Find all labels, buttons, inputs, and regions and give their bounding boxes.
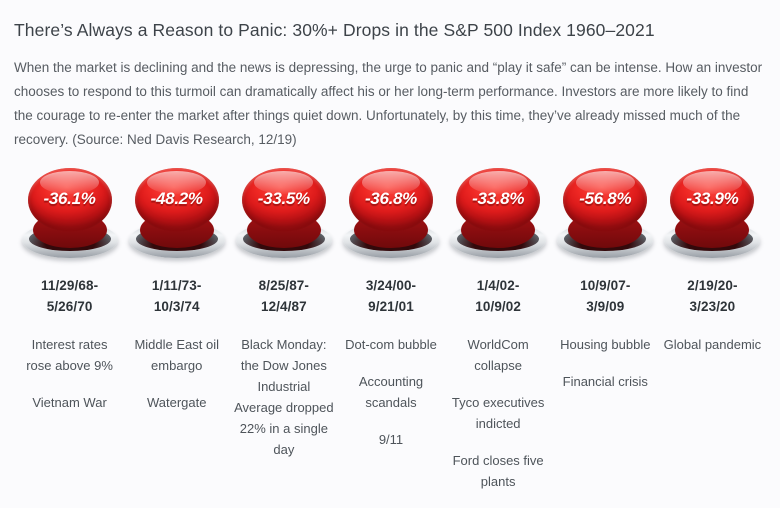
drop-column: -56.8% 10/9/07- 3/9/09 Housing bubble Fi… <box>552 166 659 508</box>
drop-column: -36.1% 11/29/68- 5/26/70 Interest rates … <box>16 166 123 508</box>
date-range: 11/29/68- 5/26/70 <box>41 275 98 317</box>
page-title: There’s Always a Reason to Panic: 30%+ D… <box>14 20 655 40</box>
event-list: Dot-com bubble Accounting scandals 9/11 <box>340 334 441 466</box>
button-cap: -36.1% <box>27 168 112 232</box>
event-item: Middle East oil embargo <box>134 337 219 373</box>
button-cap: -33.8% <box>456 168 541 232</box>
date-line: 5/26/70 <box>46 299 93 314</box>
event-list: Middle East oil embargo Watergate <box>126 334 227 429</box>
drops-row: -36.1% 11/29/68- 5/26/70 Interest rates … <box>14 166 768 508</box>
date-line: 1/4/02- <box>476 278 520 293</box>
date-range: 8/25/87- 12/4/87 <box>259 275 309 317</box>
drop-column: -36.8% 3/24/00- 9/21/01 Dot-com bubble A… <box>337 166 444 508</box>
red-panic-button: -36.8% <box>341 168 441 258</box>
event-item: Tyco executives indicted <box>451 395 545 431</box>
red-panic-button: -36.1% <box>20 168 120 258</box>
drop-percentage: -33.8% <box>472 188 525 208</box>
date-line: 9/21/01 <box>368 299 414 314</box>
button-cap: -56.8% <box>563 168 648 232</box>
button-cap: -33.9% <box>670 168 755 232</box>
event-list: Housing bubble Financial crisis <box>555 334 656 408</box>
intro-paragraph: When the market is declining and the new… <box>14 60 763 147</box>
drop-percentage: -48.2% <box>150 188 203 208</box>
red-panic-button: -48.2% <box>127 168 227 258</box>
event-item: Financial crisis <box>562 374 648 389</box>
date-range: 3/24/00- 9/21/01 <box>366 275 416 317</box>
date-line: 12/4/87 <box>260 299 307 314</box>
drop-column: -33.9% 2/19/20- 3/23/20 Global pandemic <box>659 166 766 508</box>
red-panic-button: -33.5% <box>234 168 334 258</box>
event-item: 9/11 <box>378 432 404 447</box>
date-line: 11/29/68- <box>40 278 99 293</box>
drop-column: -33.5% 8/25/87- 12/4/87 Black Monday: th… <box>230 166 337 508</box>
event-list: Black Monday: the Dow Jones Industrial A… <box>233 334 334 476</box>
date-line: 3/9/09 <box>586 299 625 314</box>
date-line: 10/9/07- <box>580 278 631 293</box>
date-line: 2/19/20- <box>687 278 738 293</box>
date-line: 10/3/74 <box>153 299 200 314</box>
date-range: 1/11/73- 10/3/74 <box>152 275 202 317</box>
date-line: 10/9/02 <box>475 299 521 314</box>
event-item: Interest rates rose above 9% <box>26 337 113 373</box>
red-panic-button: -33.8% <box>448 168 548 258</box>
red-panic-button: -33.9% <box>662 168 762 258</box>
drop-column: -33.8% 1/4/02- 10/9/02 WorldCom collapse… <box>445 166 552 508</box>
date-line: 8/25/87- <box>258 278 310 293</box>
date-line: 3/24/00- <box>365 278 417 293</box>
button-cap: -48.2% <box>134 168 219 232</box>
date-range: 10/9/07- 3/9/09 <box>580 275 630 317</box>
date-range: 1/4/02- 10/9/02 <box>475 275 521 317</box>
date-range: 2/19/20- 3/23/20 <box>687 275 737 317</box>
event-item: Black Monday: the Dow Jones Industrial A… <box>234 337 334 457</box>
date-line: 1/11/73- <box>151 278 202 293</box>
date-line: 3/23/20 <box>689 299 736 314</box>
button-cap: -33.5% <box>241 168 326 232</box>
drop-percentage: -33.9% <box>686 188 739 208</box>
button-cap: -36.8% <box>348 168 433 232</box>
drop-percentage: -33.5% <box>257 188 310 208</box>
drop-column: -48.2% 1/11/73- 10/3/74 Middle East oil … <box>123 166 230 508</box>
event-list: Interest rates rose above 9% Vietnam War <box>19 334 120 429</box>
drop-percentage: -56.8% <box>579 188 632 208</box>
event-item: Housing bubble <box>560 337 651 352</box>
drop-percentage: -36.8% <box>364 188 418 208</box>
event-item: Dot-com bubble <box>345 337 437 352</box>
red-panic-button: -56.8% <box>555 168 655 258</box>
event-item: Vietnam War <box>32 395 107 410</box>
event-item: Global pandemic <box>663 337 762 352</box>
event-list: Global pandemic <box>662 334 763 371</box>
event-list: WorldCom collapse Tyco executives indict… <box>448 334 549 508</box>
event-item: Accounting scandals <box>358 374 424 410</box>
event-item: Ford closes five plants <box>452 453 544 489</box>
event-item: Watergate <box>146 395 207 410</box>
drop-percentage: -36.1% <box>43 188 96 208</box>
event-item: WorldCom collapse <box>467 337 529 373</box>
